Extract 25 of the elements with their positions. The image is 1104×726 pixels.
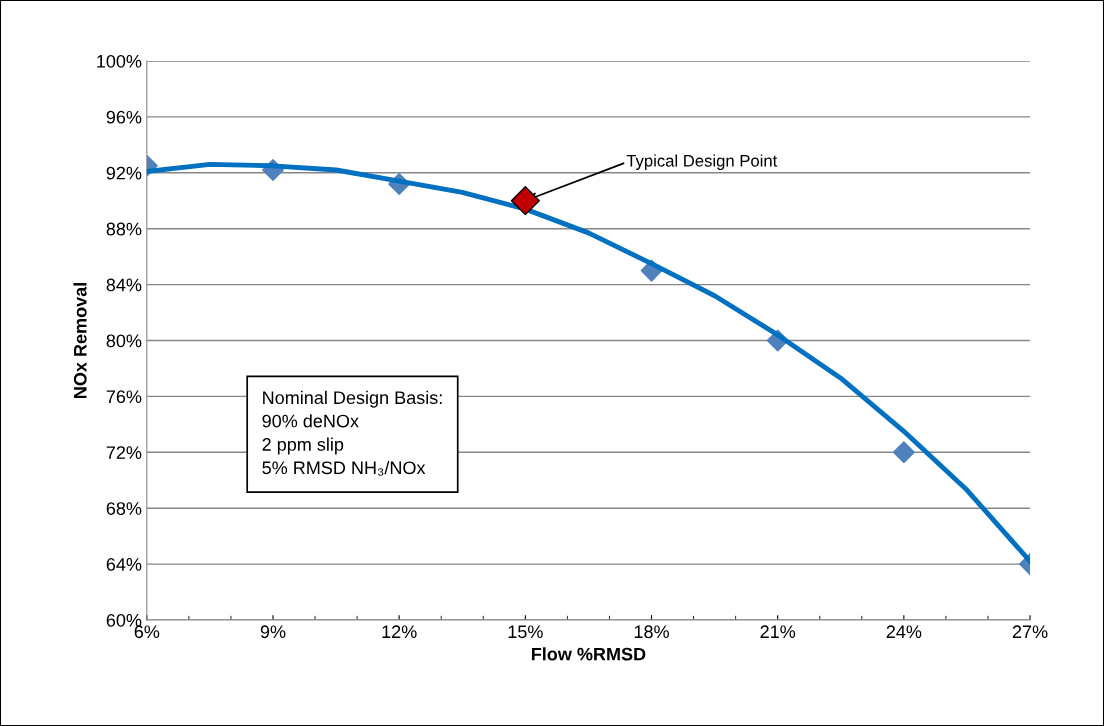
y-tick-label: 68% xyxy=(106,502,142,515)
point xyxy=(892,441,915,464)
annotation: Nominal Design Basis: 90% deNOx 2 ppm slip 5% RMSD NH₃/NOx xyxy=(262,390,442,476)
y-tick-label: 96% xyxy=(106,110,142,124)
x-tick-label: 27% xyxy=(1012,625,1048,639)
y-tick-label: 84% xyxy=(106,278,142,292)
x-tick-label: 15% xyxy=(508,625,543,639)
y-axis-title: NOx Removal xyxy=(73,283,87,398)
annotation: Typical Design Point xyxy=(626,154,778,170)
x-tick-label: 12% xyxy=(382,625,417,639)
y-tick-label: 60% xyxy=(106,613,142,627)
x-tick-label: 21% xyxy=(760,625,796,639)
y-tick-label: 92% xyxy=(106,166,142,180)
x-tick-label: 6% xyxy=(134,625,160,639)
y-tick-label: 88% xyxy=(106,222,142,236)
x-tick-label: 9% xyxy=(260,625,286,639)
x-axis-title: Flow %RMSD xyxy=(531,647,646,661)
y-tick-label: 76% xyxy=(106,390,142,404)
y-tick-label: 72% xyxy=(106,446,142,459)
y-tick-label: 64% xyxy=(106,558,142,571)
y-tick-label: 80% xyxy=(106,334,142,348)
y-tick-label: 100% xyxy=(97,54,142,68)
x-tick-label: 18% xyxy=(634,625,669,639)
point xyxy=(510,186,540,216)
x-tick-label: 24% xyxy=(886,625,922,639)
